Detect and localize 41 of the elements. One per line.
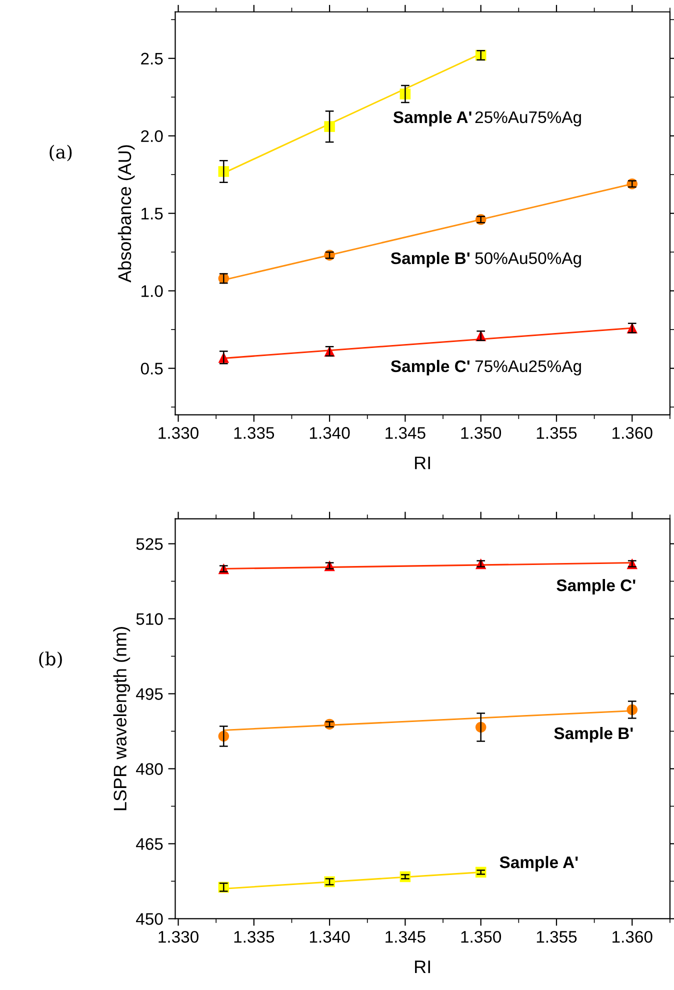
annotation: 50%Au50%Ag: [475, 252, 581, 268]
x-tick-label: 1.345: [386, 427, 426, 439]
x-tick-label: 1.360: [612, 427, 652, 439]
x-axis-title: RI: [415, 960, 430, 974]
y-tick-label: 1.0: [142, 285, 163, 298]
y-axis-title: LSPR wavelength (nm): [113, 627, 130, 810]
y-axis-title: Absorbance (AU): [118, 145, 135, 283]
series-label: Sample A': [393, 110, 472, 126]
y-tick-label: 450: [136, 913, 163, 925]
y-tick-label: 1.5: [142, 208, 163, 220]
series-label: Sample B': [554, 726, 633, 743]
annotation: 75%Au25%Ag: [475, 360, 581, 376]
series-label: Sample A': [500, 856, 578, 872]
x-tick-label: 1.335: [234, 930, 274, 943]
y-tick-label: 525: [136, 538, 163, 550]
x-tick-label: 1.340: [310, 427, 350, 439]
x-tick-label: 1.350: [461, 427, 502, 439]
x-tick-label: 1.330: [158, 427, 198, 439]
y-tick-label: 495: [136, 688, 163, 700]
annotation: 25%Au75%Ag: [475, 111, 581, 126]
x-tick-label: 1.360: [612, 930, 652, 943]
y-tick-label: 510: [136, 613, 163, 625]
point: [324, 121, 335, 132]
y-tick-label: 2.5: [141, 52, 163, 65]
y-tick-label: 0.5: [140, 362, 163, 375]
series-label: Sample B': [390, 252, 470, 268]
text: (a): [50, 144, 72, 162]
text: (b): [39, 652, 62, 668]
x-tick-label: 1.345: [386, 930, 426, 943]
x-axis-title: RI: [415, 456, 430, 470]
series-label: Sample C': [556, 578, 636, 595]
y-tick-label: 480: [136, 763, 163, 775]
x-tick-label: 1.330: [158, 930, 198, 943]
series-label: Sample C': [390, 360, 470, 376]
x-tick-label: 1.350: [461, 930, 502, 943]
x-tick-label: 1.355: [536, 930, 577, 943]
x-tick-label: 1.335: [234, 427, 274, 439]
x-tick-label: 1.340: [310, 930, 350, 943]
x-tick-label: 1.355: [536, 427, 577, 439]
y-tick-label: 2.0: [141, 130, 163, 142]
y-tick-label: 465: [136, 838, 163, 850]
